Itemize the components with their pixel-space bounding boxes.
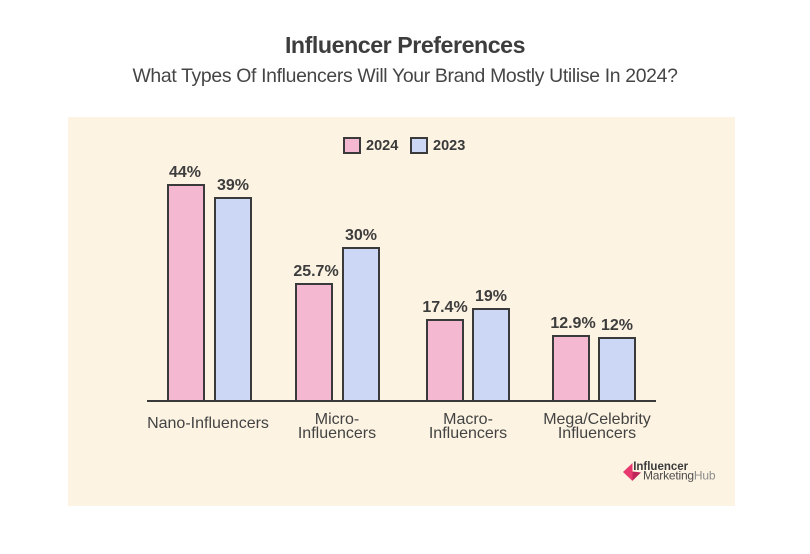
svg-text:MarketingHub: MarketingHub [643,469,716,483]
svg-text:Influencer: Influencer [633,461,688,473]
